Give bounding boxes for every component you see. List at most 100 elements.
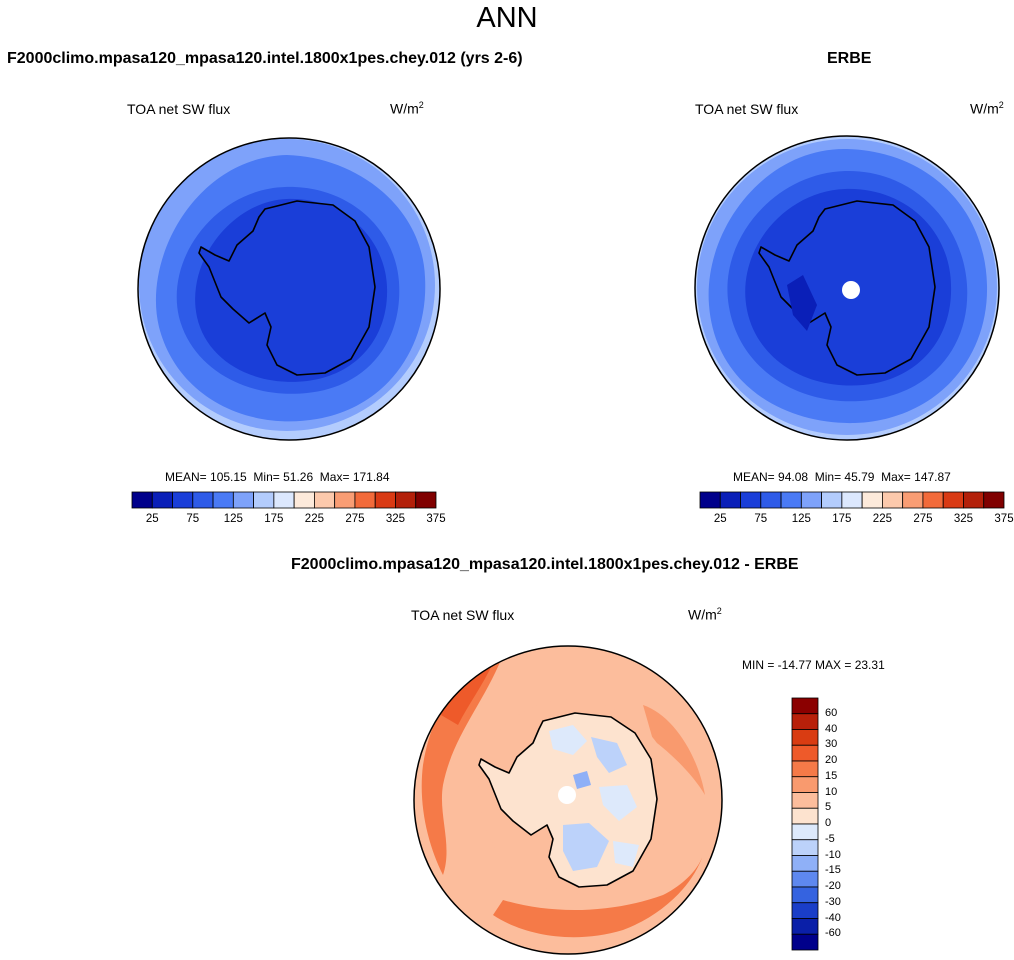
diff-colorbar-tick-label: -30 [825,895,841,908]
obs-units-label: W/m2 [970,100,1004,117]
model-colorbar-swatch [334,491,356,509]
obs-colorbar-tick-label: 75 [754,513,768,525]
obs-colorbar-swatch [780,491,802,509]
model-max-value: 171.84 [352,470,390,484]
diff-colorbar-swatch [791,744,819,762]
obs-colorbar-swatch [699,491,721,509]
diff-contour-band [441,663,493,725]
diff-colorbar-tick-label: 40 [825,722,838,735]
model-colorbar-tick-label: 275 [345,513,365,525]
obs-colorbar-swatch [800,491,823,509]
diff-colorbar-tick-label: -20 [825,880,841,892]
diff-colorbar [791,697,819,951]
obs-colorbar-swatch [983,491,1005,509]
obs-colorbar-tick-label: 375 [994,513,1014,525]
model-panel-heading: F2000climo.mpasa120_mpasa120.intel.1800x… [7,50,523,67]
model-colorbar-swatch [131,491,153,509]
model-colorbar-swatch [232,491,255,509]
obs-polar-map [694,135,1000,441]
model-mean-label: MEAN= [165,470,207,484]
diff-colorbar-tick-label: -5 [825,832,835,845]
diff-colorbar-tick-label: 60 [825,706,838,719]
obs-colorbar-tick-label: 175 [832,513,852,525]
obs-colorbar-swatch [942,491,964,509]
diff-colorbar-swatch [791,855,819,872]
diff-negative-patches [549,725,639,871]
model-colorbar-swatch [415,491,437,509]
diff-colorbar-swatch [791,839,819,856]
obs-variable-label: TOA net SW flux [695,101,799,117]
model-colorbar-swatch [273,491,295,509]
model-map-border [137,137,441,441]
model-units-label: W/m2 [390,100,424,117]
model-max-label: Max= [319,470,350,484]
obs-colorbar-swatch [963,491,985,509]
obs-max-label: Max= [881,470,911,484]
diff-colorbar-swatch [791,902,819,919]
page-title: ANN [476,2,538,34]
model-colorbar-swatch [374,491,396,509]
obs-missing-data-pole [842,281,860,299]
diff-colorbar-swatch [791,823,819,841]
model-min-label: Min= [253,470,280,484]
obs-colorbar-swatch [719,491,741,509]
model-colorbar-tick-label: 375 [426,513,446,525]
diff-colorbar-tick-label: 20 [825,754,838,766]
diff-colorbar-tick-label: 15 [825,769,838,782]
obs-panel-heading: ERBE [827,50,872,67]
obs-min-label: Min= [814,470,842,484]
diff-colorbar-swatch [791,760,819,778]
model-antarctica-coastline [198,200,376,376]
model-colorbar-swatch [354,491,376,509]
model-colorbar-tick-label: 25 [145,513,159,525]
obs-colorbar-swatch [861,491,883,509]
obs-stats: MEAN= 94.08 Min= 45.79 Max= 147.87 [733,470,951,484]
diff-colorbar-swatch [791,697,819,715]
model-colorbar-tick-label: 225 [304,513,324,525]
obs-colorbar-tick-label: 225 [872,513,892,525]
diff-colorbar-tick-label: 0 [825,817,832,829]
obs-ice-shelf-shading [787,275,817,331]
obs-colorbar-swatch [821,491,843,509]
diff-minmax-text: MIN = -14.77 MAX = 23.31 [742,658,885,672]
model-variable-label: TOA net SW flux [127,101,231,117]
model-colorbar-swatch [172,491,194,509]
obs-colorbar-swatch [881,491,904,509]
diff-variable-label: TOA net SW flux [411,607,515,623]
obs-max-value: 147.87 [914,470,951,484]
diff-colorbar-tick-label: 10 [825,785,838,798]
obs-mean-label: MEAN= [733,470,775,484]
model-min-value: 51.26 [283,470,314,484]
diff-colorbar-tick-label: -40 [825,911,841,924]
diff-polar-map [413,645,723,955]
diff-colorbar-tick-label: -60 [825,927,841,940]
obs-mean-value: 94.08 [778,470,809,484]
diff-colorbar-swatch [791,886,819,904]
obs-colorbar-tick-label: 275 [913,513,933,525]
diff-units-label: W/m2 [688,606,722,623]
diff-colorbar-swatch [791,807,819,825]
obs-colorbar-swatch [902,491,924,509]
diff-colorbar-tick-label: -10 [825,848,841,861]
diff-colorbar-swatch [791,870,819,888]
obs-colorbar [699,491,1005,509]
diff-colorbar-tick-label: 5 [825,801,832,814]
model-colorbar-swatch [151,491,173,509]
diff-map-border [413,645,723,955]
diff-contour-band [493,855,703,938]
diff-colorbar-swatch [791,776,819,793]
diff-colorbar-tick-label: 30 [825,738,838,751]
model-polar-map [137,137,441,441]
model-colorbar-swatch [395,491,417,509]
diff-contour-band [643,705,705,795]
model-colorbar-tick-label: 125 [223,513,243,525]
obs-map-border [694,135,1000,441]
obs-colorbar-swatch [922,491,944,509]
diff-missing-data-pole [558,786,576,804]
model-colorbar-swatch [192,491,214,509]
model-colorbar-swatch [293,491,315,509]
diff-panel-heading: F2000climo.mpasa120_mpasa120.intel.1800x… [291,556,799,573]
diff-colorbar-swatch [791,933,819,951]
diff-colorbar-swatch [791,713,819,730]
model-colorbar-swatch [313,491,336,509]
